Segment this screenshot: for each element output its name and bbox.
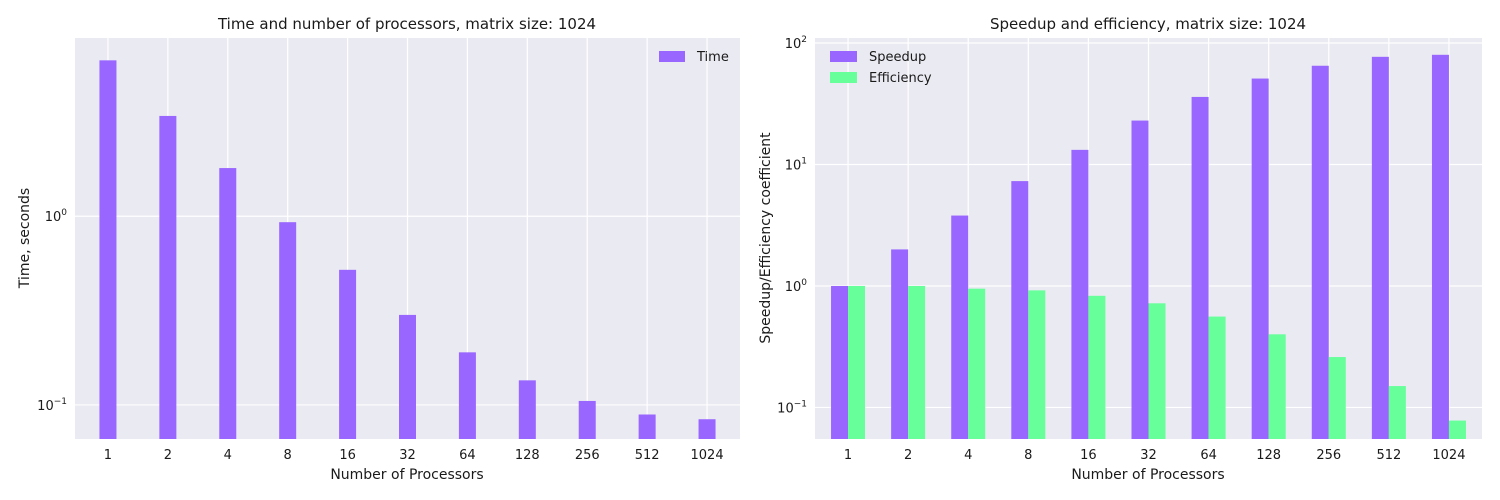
speedup-bar-efficiency <box>1268 334 1286 439</box>
time-bar-time <box>399 314 416 439</box>
time-x-tick-label: 2 <box>164 448 172 463</box>
speedup-y-axis-label: Speedup/Efficiency coefficient <box>758 132 774 344</box>
speedup-bar-speedup <box>1251 78 1269 440</box>
time-x-tick-label: 8 <box>284 448 292 463</box>
speedup-legend-label: Speedup <box>869 50 926 65</box>
time-y-axis-label: Time, seconds <box>17 188 33 289</box>
speedup-x-tick-label: 16 <box>1080 448 1097 463</box>
speedup-bar-efficiency <box>968 288 986 439</box>
speedup-bar-efficiency <box>1448 420 1466 439</box>
speedup-bar-efficiency <box>908 285 926 439</box>
speedup-bar-speedup <box>951 215 969 439</box>
time-x-tick-label: 128 <box>515 448 540 463</box>
speedup-bar-speedup <box>831 285 849 439</box>
time-bar-time <box>458 352 476 439</box>
speedup-x-tick-label: 8 <box>1024 448 1032 463</box>
speedup-bar-efficiency <box>1148 303 1166 439</box>
speedup-chart-title: Speedup and efficiency, matrix size: 102… <box>990 15 1306 33</box>
speedup-y-tick-label: 101 <box>785 157 807 174</box>
time-bar-time <box>339 269 357 439</box>
time-legend-label: Time <box>696 50 729 65</box>
speedup-x-tick-label: 1024 <box>1432 448 1465 463</box>
time-x-axis-label: Number of Processors <box>330 467 483 483</box>
speedup-bar-efficiency <box>1208 316 1226 439</box>
time-bar-time <box>638 414 656 439</box>
speedup-chart: 1 2 4 8 16 32 64 128 256 512 1024 102 101 100 10−1 Sp… <box>758 15 1482 483</box>
time-chart: 1 2 4 8 16 32 64 128 256 512 1024 100 10−1 Time and… <box>17 15 740 483</box>
speedup-bar-speedup <box>1011 181 1029 439</box>
speedup-bar-speedup <box>1431 54 1449 439</box>
speedup-y-tick-label: 100 <box>785 278 808 295</box>
time-x-tick-label: 64 <box>459 448 476 463</box>
speedup-bar-speedup <box>1071 149 1089 439</box>
speedup-x-tick-label: 64 <box>1200 448 1217 463</box>
speedup-x-tick-label: 512 <box>1376 448 1401 463</box>
speedup-legend-swatch <box>830 51 857 62</box>
speedup-x-tick-label: 128 <box>1256 448 1281 463</box>
time-y-ticks: 100 10−1 <box>37 208 67 414</box>
speedup-x-tick-label: 256 <box>1316 448 1341 463</box>
time-y-tick-label: 100 <box>45 208 68 225</box>
time-x-ticks: 1 2 4 8 16 32 64 128 256 512 1024 <box>104 448 724 463</box>
speedup-x-tick-label: 2 <box>904 448 912 463</box>
speedup-legend-swatch <box>830 72 857 83</box>
speedup-bar-speedup <box>891 249 909 439</box>
speedup-y-ticks: 102 101 100 10−1 <box>777 35 807 416</box>
time-bar-time <box>698 419 716 439</box>
speedup-bar-speedup <box>1371 56 1389 439</box>
time-bar-time <box>578 400 596 439</box>
time-bar-time <box>279 222 297 439</box>
time-x-tick-label: 1024 <box>691 448 724 463</box>
speedup-x-axis-label: Number of Processors <box>1071 467 1224 483</box>
speedup-bar-efficiency <box>1028 290 1046 439</box>
time-x-tick-label: 4 <box>224 448 232 463</box>
speedup-bar-speedup <box>1311 65 1329 439</box>
time-bar-time <box>99 60 117 439</box>
speedup-y-tick-label: 10−1 <box>777 399 807 416</box>
time-bars <box>99 60 716 440</box>
speedup-x-tick-label: 32 <box>1140 448 1157 463</box>
speedup-y-tick-label: 102 <box>785 35 807 52</box>
time-x-tick-label: 512 <box>635 448 660 463</box>
time-bar-time <box>219 168 237 439</box>
speedup-bar-efficiency <box>1328 357 1346 439</box>
time-bar-time <box>159 115 177 440</box>
time-x-tick-label: 1 <box>104 448 112 463</box>
speedup-bar-efficiency <box>1088 295 1106 439</box>
speedup-bar-efficiency <box>1388 386 1406 439</box>
time-legend: Time <box>659 50 729 65</box>
speedup-bar-speedup <box>1131 120 1149 439</box>
speedup-x-ticks: 1 2 4 8 16 32 64 128 256 512 1024 <box>844 448 1466 463</box>
time-x-tick-label: 16 <box>339 448 356 463</box>
speedup-bars <box>831 54 1466 440</box>
time-chart-title: Time and number of processors, matrix si… <box>217 15 596 33</box>
time-legend-swatch <box>659 51 685 62</box>
speedup-x-tick-label: 4 <box>964 448 972 463</box>
speedup-x-tick-label: 1 <box>844 448 852 463</box>
time-x-tick-label: 256 <box>575 448 600 463</box>
time-bar-time <box>518 380 536 439</box>
speedup-legend-label: Efficiency <box>869 71 932 86</box>
time-x-tick-label: 32 <box>399 448 416 463</box>
speedup-legend: Speedup Efficiency <box>830 50 932 86</box>
time-y-tick-label: 10−1 <box>37 397 67 414</box>
speedup-bar-speedup <box>1191 96 1209 439</box>
speedup-bar-efficiency <box>848 285 866 439</box>
